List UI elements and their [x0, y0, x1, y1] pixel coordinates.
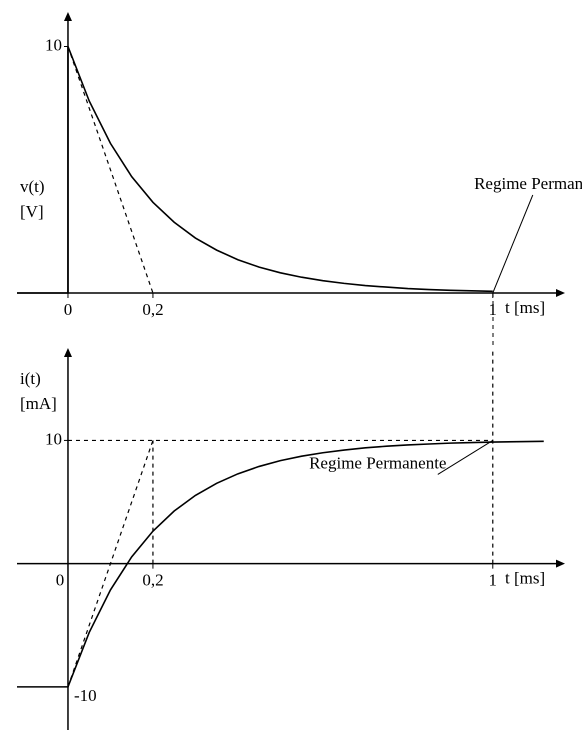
guide-line: [67, 440, 154, 688]
curve: [17, 46, 493, 294]
x-tick-label: 0: [64, 300, 73, 319]
curve: [17, 440, 544, 688]
annotation-arrow: [437, 439, 494, 475]
guide-line: [67, 46, 154, 294]
x-tick-label: 1: [489, 300, 498, 319]
y-tick-label: -10: [74, 686, 97, 705]
y-tick-label: 10: [45, 35, 62, 54]
x-tick-label: 0,2: [142, 571, 163, 590]
y-tick-label: 10: [45, 429, 62, 448]
annotation-arrow: [492, 194, 534, 294]
y-axis-label: [mA]: [20, 394, 57, 413]
y-axis-label: [V]: [20, 202, 44, 221]
x-tick-label: 0: [56, 571, 65, 590]
x-tick-label: 1: [489, 571, 498, 590]
y-arrow: [63, 12, 72, 21]
x-tick-label: 0,2: [142, 300, 163, 319]
x-arrow: [556, 289, 565, 297]
x-arrow: [556, 559, 565, 568]
y-axis-label: v(t): [20, 177, 45, 196]
annotation: Regime Permanente: [474, 174, 582, 193]
annotation: Regime Permanente: [309, 453, 446, 472]
y-axis-label: i(t): [20, 369, 41, 388]
x-axis-label: t [ms]: [505, 298, 545, 317]
y-arrow: [63, 348, 72, 357]
x-axis-label: t [ms]: [505, 569, 545, 588]
